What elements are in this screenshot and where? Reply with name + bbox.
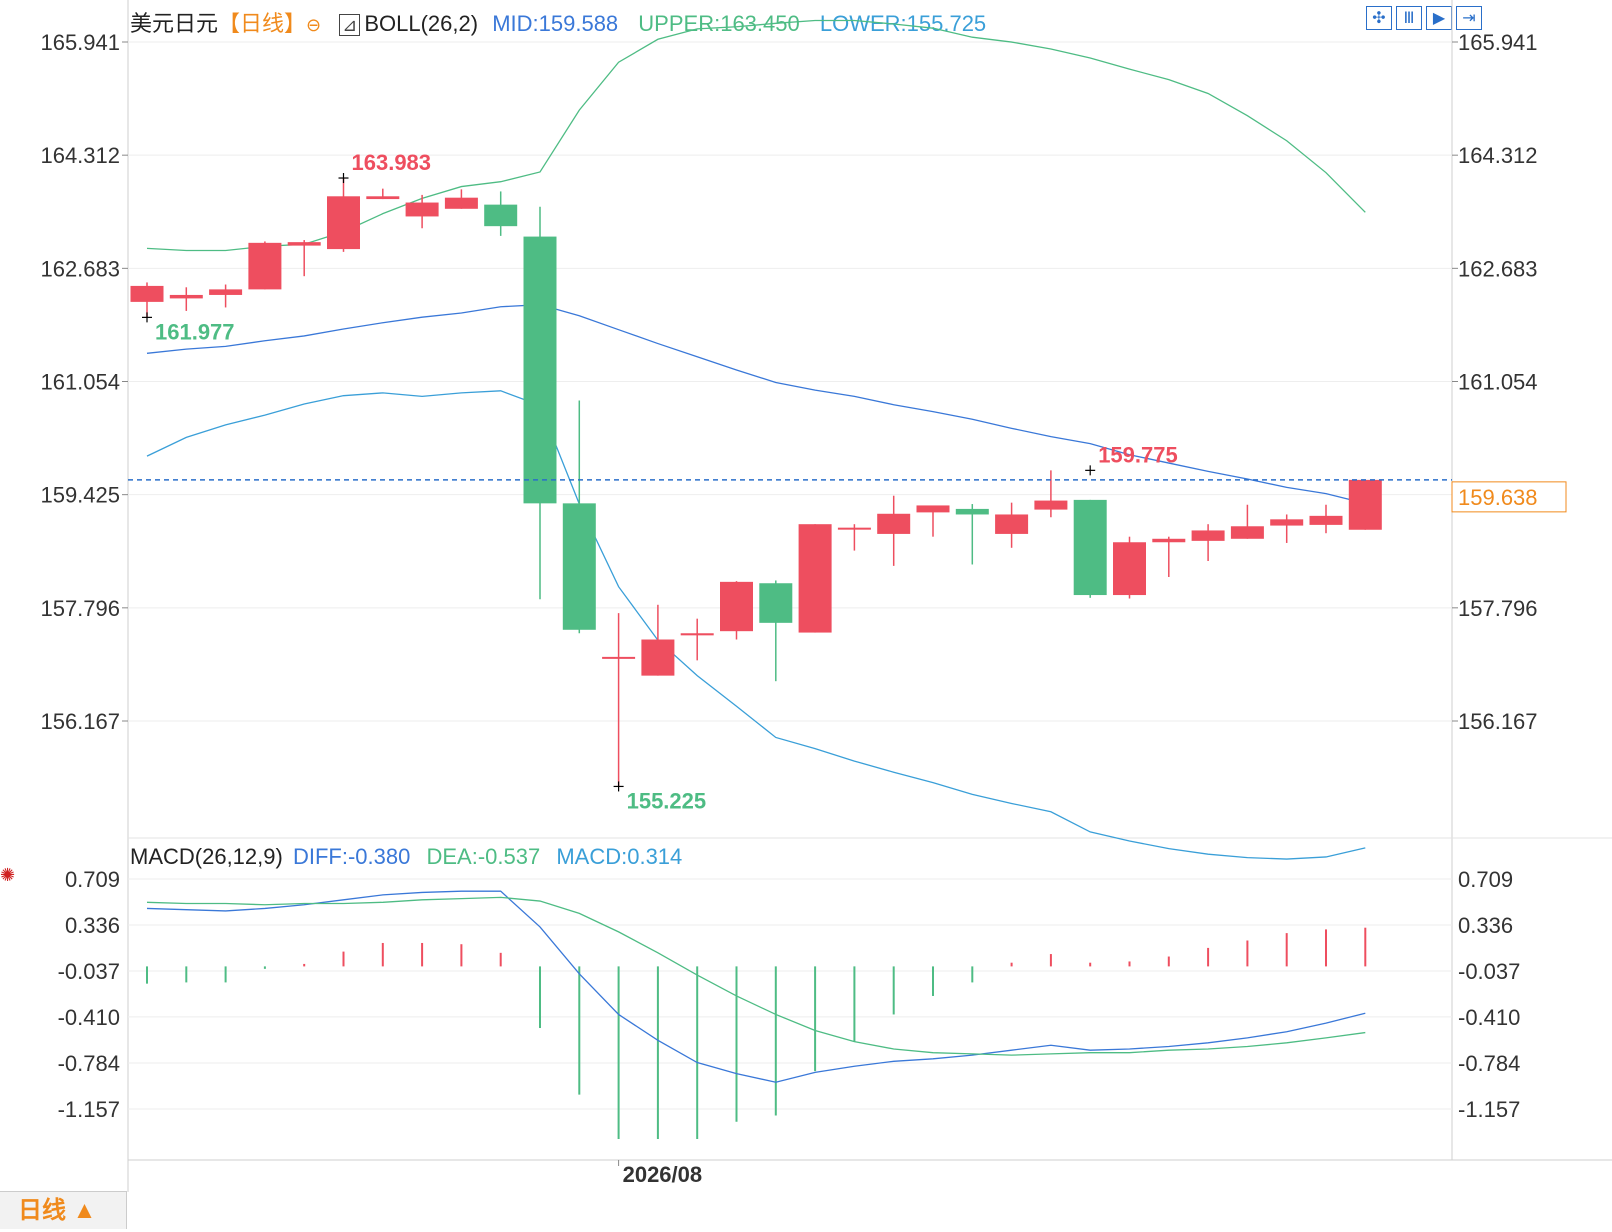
macd-tick-label-right: 0.336 [1458, 913, 1513, 938]
boll-lower-line [146, 390, 1366, 860]
price-tick-label-right: 161.054 [1458, 370, 1538, 395]
candle-body [837, 527, 871, 530]
candle-body [955, 508, 989, 515]
candle-body [130, 285, 164, 302]
candle-body [169, 294, 203, 299]
candle-body [1270, 519, 1304, 526]
indicator-chart-icon[interactable]: ⊿ [339, 14, 361, 36]
macd-tick-label-right: -0.784 [1458, 1051, 1520, 1076]
candle-body [641, 639, 675, 676]
boll-label: BOLL(26,2) [364, 11, 479, 36]
macd-tick-label-left: -0.410 [58, 1005, 120, 1030]
indicator-settings-icon[interactable]: ✺ [0, 865, 16, 885]
boll-mid-line [146, 304, 1366, 504]
candle-body [523, 236, 557, 504]
macd-dea-label: DEA:-0.537 [426, 844, 541, 869]
macd-label: MACD(26,12,9) [130, 844, 283, 869]
high-annotation: 159.775 [1098, 442, 1178, 467]
candle-body [995, 514, 1029, 534]
macd-tick-label-left: -0.784 [58, 1051, 120, 1076]
step-forward-icon[interactable]: ⇥ [1456, 6, 1482, 30]
macd-tick-label-right: -0.037 [1458, 959, 1520, 984]
time-tick-label: 2026/08 [623, 1162, 703, 1187]
candle-body [1309, 515, 1343, 525]
candle-body [916, 505, 950, 513]
price-tick-label-right: 165.941 [1458, 30, 1538, 55]
low-annotation: 155.225 [627, 788, 707, 813]
price-tick-label-left: 161.054 [40, 370, 120, 395]
boll-mid-label: MID:159.588 [492, 11, 619, 36]
candle-body [1073, 499, 1107, 596]
candle-body [1152, 538, 1186, 543]
crosshair-icon[interactable]: ✣ [1366, 6, 1392, 30]
bar-chart-icon[interactable]: Ⅲ [1396, 6, 1422, 30]
macd-diff-label: DIFF:-0.380 [292, 844, 411, 869]
macd-tick-label-right: -0.410 [1458, 1005, 1520, 1030]
macd-tick-label-left: 0.709 [65, 867, 120, 892]
candle-body [1034, 500, 1068, 510]
candle-body [1230, 526, 1264, 539]
candle-body [209, 289, 243, 295]
candle-body [680, 633, 714, 636]
symbol-title: 美元日元 [130, 11, 219, 36]
chart-toolbar: ✣ Ⅲ ▶ ⇥ [1366, 6, 1482, 30]
high-annotation: 163.983 [352, 150, 432, 175]
macd-tick-label-left: 0.336 [65, 913, 120, 938]
candle-body [877, 513, 911, 534]
price-tick-label-left: 159.425 [40, 483, 120, 508]
macd-dea-line [146, 896, 1366, 1056]
candle-body [444, 197, 478, 209]
current-price-tag [1451, 481, 1567, 513]
macd-tick-label-right: 0.709 [1458, 867, 1513, 892]
candle-body [602, 656, 636, 659]
candle-body [287, 242, 321, 246]
candle-body [1113, 542, 1146, 596]
candle-body [248, 242, 282, 290]
macd-tick-label-left: -0.037 [58, 959, 120, 984]
price-tick-label-left: 164.312 [40, 143, 120, 168]
price-tick-label-right: 156.167 [1458, 709, 1538, 734]
candle-body [798, 524, 832, 633]
price-tick-label-left: 156.167 [40, 709, 120, 734]
compare-icon[interactable]: ⊖ [306, 15, 322, 35]
candle-body [1348, 479, 1382, 530]
current-price-label: 159.638 [1458, 485, 1538, 510]
macd-tick-label-left: -1.157 [58, 1097, 120, 1122]
period-selector-button[interactable]: 日线 ▲ [0, 1191, 127, 1229]
candle-body [405, 202, 439, 217]
candle-body [484, 204, 518, 227]
candle-body [327, 196, 360, 250]
price-tick-label-left: 157.796 [40, 596, 120, 621]
low-annotation: 161.977 [155, 319, 235, 344]
period-tag[interactable]: 【日线】 [218, 11, 307, 36]
candle-body [562, 503, 596, 630]
macd-value-label: MACD:0.314 [556, 844, 683, 869]
candle-body [720, 581, 753, 632]
price-tick-label-left: 162.683 [40, 256, 120, 281]
candle-body [759, 583, 793, 623]
macd-diff-line [146, 890, 1366, 1083]
price-tick-label-left: 165.941 [40, 30, 120, 55]
macd-tick-label-right: -1.157 [1458, 1097, 1520, 1122]
candle-body [1191, 530, 1225, 541]
price-tick-label-right: 162.683 [1458, 256, 1538, 281]
boll-lower-label: LOWER:155.725 [819, 11, 987, 36]
candle-body [366, 196, 400, 200]
price-tick-label-right: 157.796 [1458, 596, 1538, 621]
price-tick-label-right: 164.312 [1458, 143, 1538, 168]
